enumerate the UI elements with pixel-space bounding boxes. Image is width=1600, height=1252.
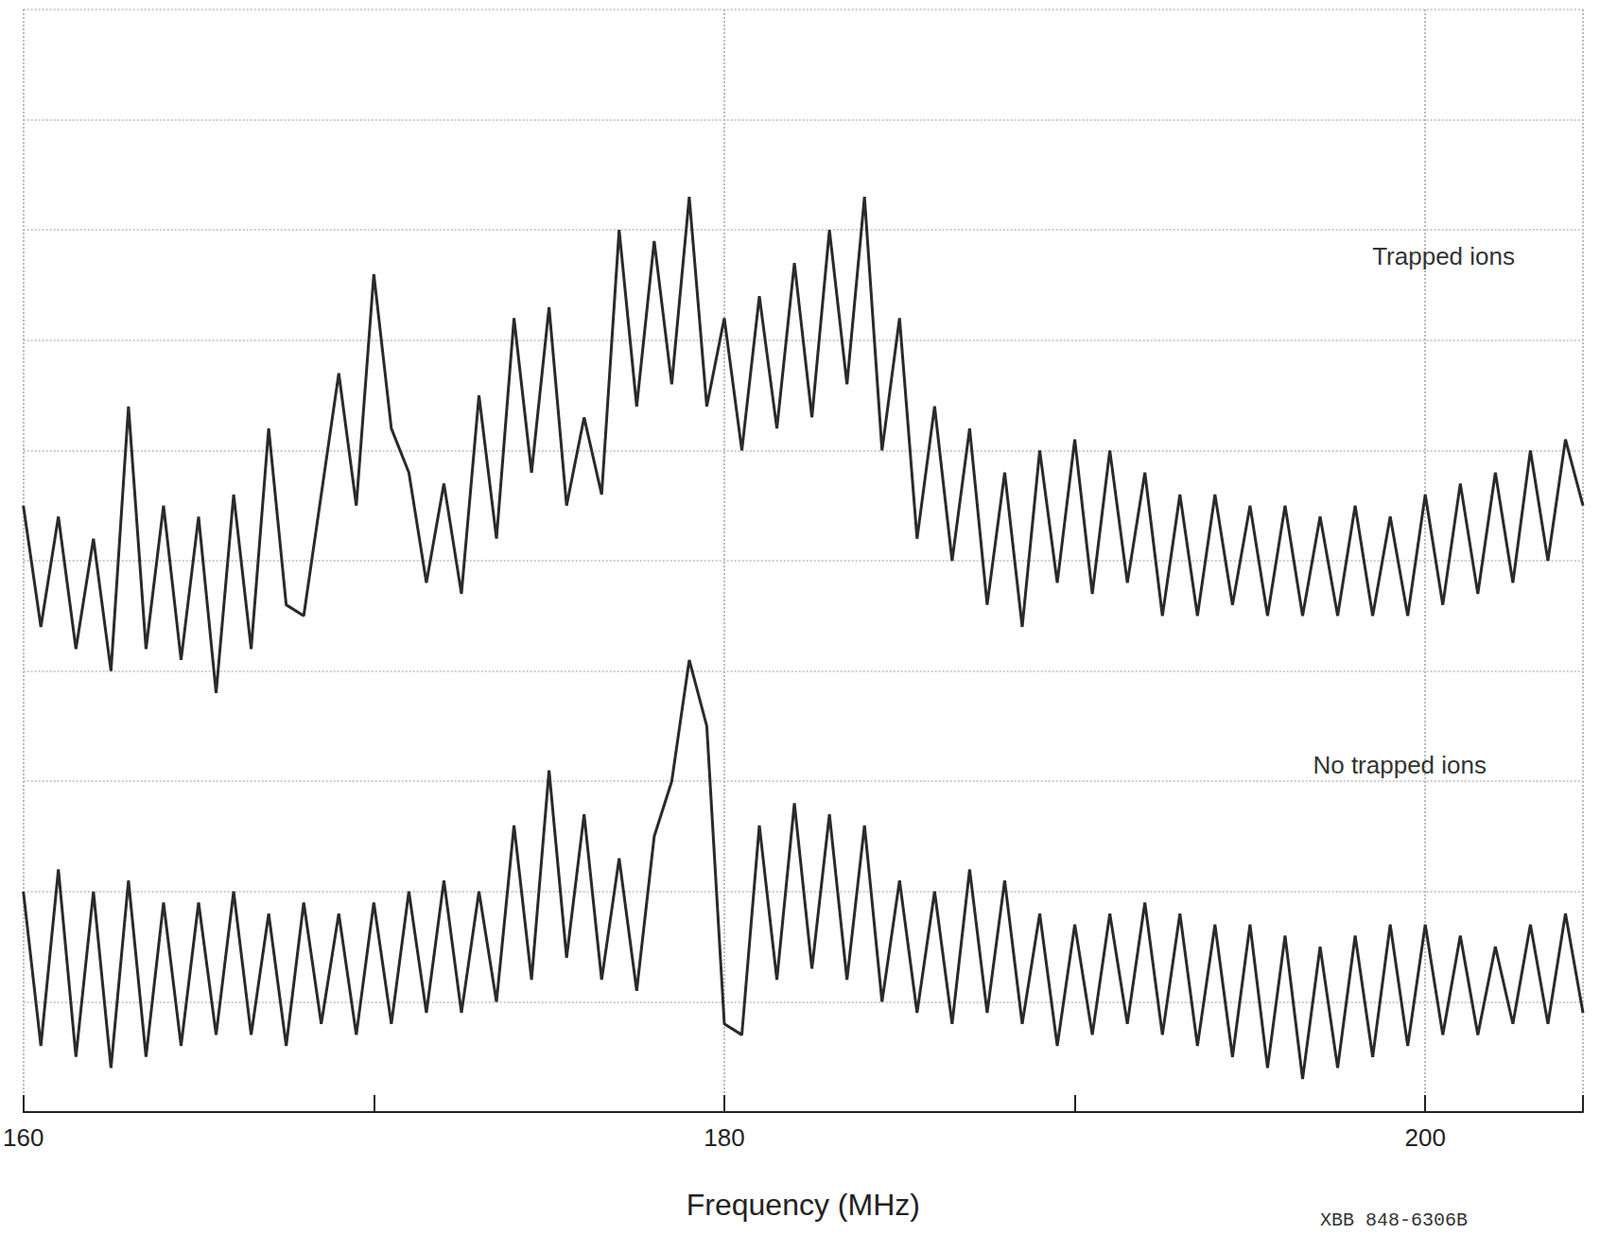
svg-text:160: 160 [2, 1123, 44, 1152]
svg-text:No trapped ions: No trapped ions [1312, 750, 1487, 780]
svg-text:200: 200 [1405, 1123, 1446, 1152]
svg-text:Frequency (MHz): Frequency (MHz) [686, 1187, 921, 1222]
svg-text:XBB 848-6306B: XBB 848-6306B [1320, 1209, 1468, 1232]
svg-text:Trapped ions: Trapped ions [1372, 242, 1515, 271]
svg-text:180: 180 [703, 1123, 745, 1152]
